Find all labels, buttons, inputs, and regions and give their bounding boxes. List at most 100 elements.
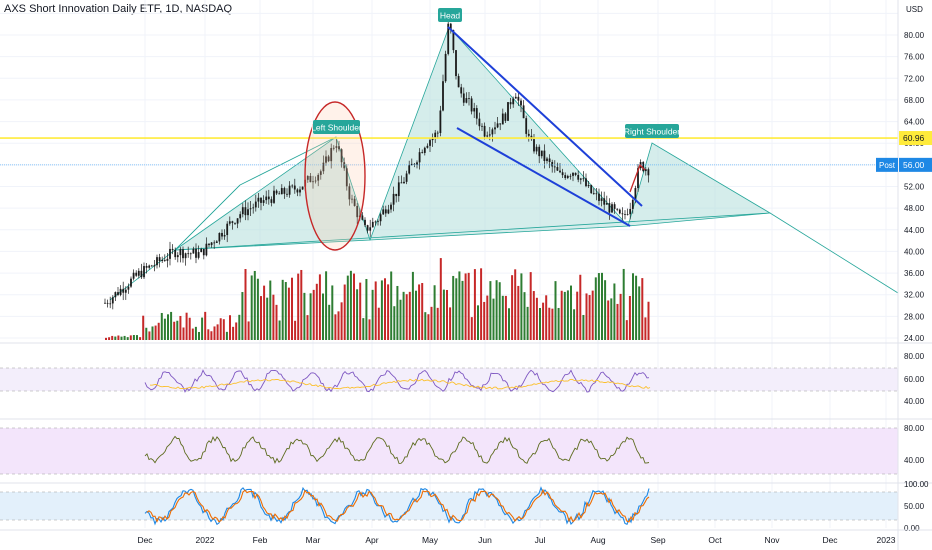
volume-bar bbox=[284, 282, 287, 340]
volume-bar bbox=[411, 271, 414, 340]
volume-bar bbox=[297, 273, 300, 340]
volume-bar bbox=[480, 268, 483, 340]
candle-body bbox=[426, 145, 429, 148]
candle-body bbox=[312, 181, 314, 183]
time-tick-label: May bbox=[422, 535, 439, 545]
volume-bar bbox=[182, 327, 185, 340]
candle-body bbox=[257, 197, 260, 202]
candle-body bbox=[210, 242, 213, 246]
candle-body bbox=[400, 182, 403, 184]
candle-body bbox=[429, 140, 431, 146]
volume-bar bbox=[579, 274, 582, 340]
candle-body bbox=[228, 221, 231, 224]
volume-bar bbox=[126, 337, 129, 340]
candle-body bbox=[317, 174, 320, 181]
candle-body bbox=[496, 123, 499, 128]
candle-body bbox=[200, 248, 203, 253]
volume-bar bbox=[225, 331, 228, 340]
price-tick-label: 44.00 bbox=[904, 226, 925, 235]
volume-bar bbox=[526, 306, 529, 340]
candle-body bbox=[577, 174, 580, 180]
volume-bar bbox=[167, 314, 169, 340]
candle-body bbox=[254, 201, 257, 208]
volume-bar bbox=[641, 278, 644, 340]
candle-body bbox=[473, 108, 476, 112]
candle-body bbox=[478, 118, 481, 127]
time-tick-label: Mar bbox=[306, 535, 321, 545]
candle-body bbox=[322, 162, 325, 172]
price-tick-label: 24.00 bbox=[904, 334, 925, 343]
volume-bar bbox=[517, 285, 520, 340]
candle-body bbox=[416, 162, 418, 165]
price-tick-label: 48.00 bbox=[904, 204, 925, 213]
volume-bar bbox=[573, 309, 576, 340]
candle-body bbox=[408, 165, 411, 174]
volume-bar bbox=[458, 271, 461, 340]
candle-body bbox=[392, 193, 395, 205]
candle-body bbox=[439, 110, 442, 133]
currency-label: USD bbox=[906, 5, 923, 14]
candle-body bbox=[275, 190, 278, 194]
candle-body bbox=[239, 214, 242, 219]
candle-body bbox=[644, 169, 647, 172]
volume-bar bbox=[256, 278, 259, 340]
stochastic-pane-tick-label: 100.00 bbox=[904, 480, 929, 489]
volume-bar bbox=[601, 272, 603, 340]
volume-bar bbox=[111, 335, 114, 340]
volume-bar bbox=[619, 293, 622, 340]
volume-bar bbox=[340, 302, 343, 340]
candle-body bbox=[507, 102, 509, 121]
candle-body bbox=[587, 185, 590, 187]
candle-body bbox=[223, 235, 226, 237]
candle-body bbox=[595, 193, 598, 195]
volume-bar bbox=[318, 274, 321, 340]
candle-body bbox=[509, 102, 512, 105]
candle-body bbox=[171, 248, 174, 250]
candle-body bbox=[202, 248, 205, 256]
left-shoulder-ellipse bbox=[304, 101, 366, 251]
volume-bar bbox=[473, 269, 476, 340]
candle-body bbox=[460, 87, 463, 94]
candle-body bbox=[145, 266, 148, 268]
pattern-leg bbox=[239, 136, 337, 186]
candle-body bbox=[397, 182, 400, 197]
candle-body bbox=[540, 150, 543, 157]
volume-bar bbox=[635, 275, 638, 340]
candle-body bbox=[192, 248, 195, 254]
volume-bar bbox=[585, 293, 588, 340]
volume-bar bbox=[520, 273, 523, 340]
candle-body bbox=[634, 188, 637, 200]
candle-body bbox=[293, 185, 296, 190]
price-tick-label: 52.00 bbox=[904, 183, 925, 192]
time-tick-label: Sep bbox=[650, 535, 665, 545]
volume-bar bbox=[188, 317, 191, 340]
volume-bar bbox=[616, 303, 619, 340]
time-tick-label: Jun bbox=[478, 535, 492, 545]
candle-body bbox=[572, 172, 574, 176]
volume-bar bbox=[260, 296, 262, 340]
candle-body bbox=[252, 207, 255, 209]
candle-body bbox=[353, 198, 356, 206]
volume-bar bbox=[244, 269, 247, 340]
volume-bar bbox=[176, 320, 179, 340]
candle-body bbox=[548, 158, 551, 162]
volume-bar bbox=[439, 258, 442, 340]
candle-body bbox=[106, 302, 109, 304]
volume-bar bbox=[359, 282, 362, 340]
stochastic-pane-tick-label: 0.00 bbox=[904, 524, 920, 533]
volume-bar bbox=[483, 301, 486, 340]
candle-body bbox=[382, 209, 385, 215]
volume-bar bbox=[238, 314, 241, 340]
candle-body bbox=[390, 204, 392, 210]
candle-body bbox=[546, 158, 548, 162]
price-tick-label: 40.00 bbox=[904, 247, 925, 256]
volume-bar bbox=[349, 270, 352, 340]
candle-body bbox=[286, 193, 288, 195]
volume-bar bbox=[548, 307, 551, 340]
candle-body bbox=[535, 146, 538, 152]
volume-bar bbox=[300, 269, 303, 340]
time-tick-label: Aug bbox=[590, 535, 605, 545]
candle-body bbox=[319, 171, 322, 175]
candle-body bbox=[457, 76, 460, 88]
